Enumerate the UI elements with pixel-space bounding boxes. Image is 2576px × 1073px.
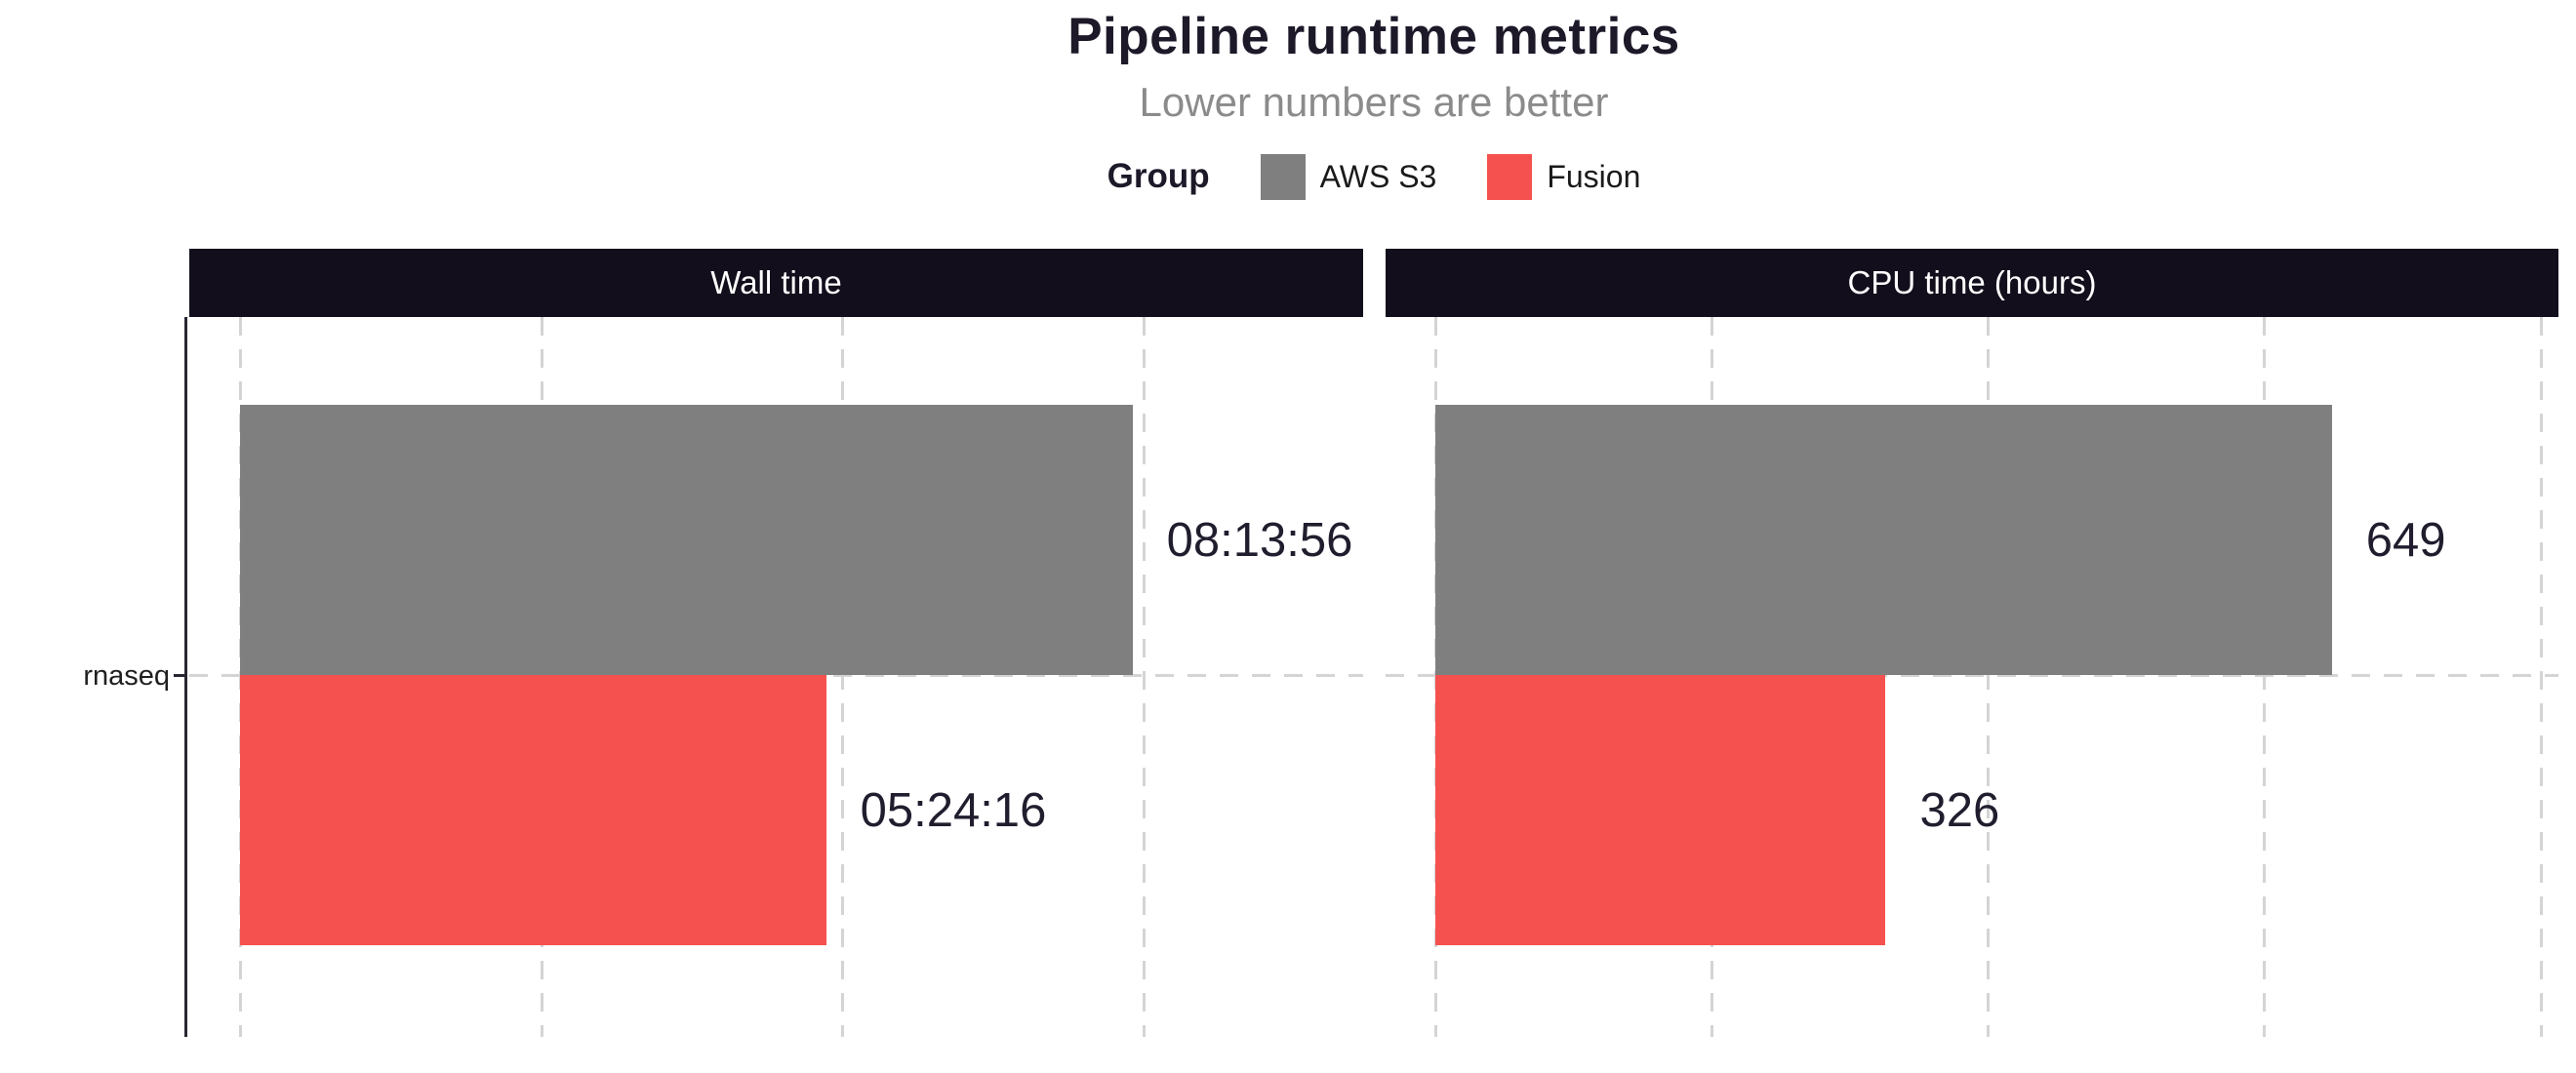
legend-item-aws-s3: AWS S3	[1260, 153, 1437, 200]
gridline-vertical	[2539, 317, 2543, 1037]
bar-value-label-aws-s3: 08:13:56	[1166, 513, 1353, 567]
bar-fusion	[240, 675, 826, 945]
gridline-vertical	[2263, 317, 2267, 1037]
plot-area-wall-time: 08:13:56 05:24:16	[189, 317, 1363, 1037]
legend-label-aws-s3: AWS S3	[1319, 158, 1437, 194]
panel-header-wall-time: Wall time	[189, 249, 1363, 317]
bar-aws-s3	[240, 405, 1133, 675]
panel-header-cpu-time-label: CPU time (hours)	[1847, 264, 2097, 300]
gridline-vertical	[1987, 317, 1991, 1037]
chart-header: Pipeline runtime metrics Lower numbers a…	[189, 0, 2558, 201]
bar-value-label-aws-s3: 649	[2365, 513, 2446, 567]
gridline-category-rnaseq	[1386, 674, 2558, 677]
gridline-vertical	[1142, 317, 1146, 1037]
panel-wall-time: Wall time 08:13:56 05:24:16	[189, 249, 1363, 1037]
legend-title: Group	[1107, 157, 1210, 195]
legend-swatch-fusion-icon	[1487, 153, 1533, 200]
panel-header-wall-time-label: Wall time	[710, 264, 842, 300]
legend: Group AWS S3 Fusion	[189, 152, 2558, 201]
y-axis-line	[184, 317, 187, 1037]
bar-value-label-fusion: 326	[1919, 783, 2000, 837]
gridline-vertical	[841, 317, 845, 1037]
panel-header-cpu-time: CPU time (hours)	[1386, 249, 2558, 317]
legend-swatch-aws-s3-icon	[1260, 153, 1306, 200]
y-axis-tick-rnaseq	[174, 674, 185, 677]
legend-label-fusion: Fusion	[1547, 158, 1641, 194]
bar-fusion	[1434, 675, 1886, 945]
panel-cpu-time: CPU time (hours) 649 326	[1386, 249, 2558, 1037]
chart-title: Pipeline runtime metrics	[1067, 8, 1680, 65]
y-axis-label-rnaseq: rnaseq	[83, 660, 170, 692]
bar-aws-s3	[1434, 405, 2332, 675]
chart-subtitle: Lower numbers are better	[1139, 79, 1609, 125]
legend-item-fusion: Fusion	[1487, 153, 1641, 200]
plot-area-cpu-time: 649 326	[1386, 317, 2558, 1037]
bar-value-label-fusion: 05:24:16	[860, 783, 1047, 837]
